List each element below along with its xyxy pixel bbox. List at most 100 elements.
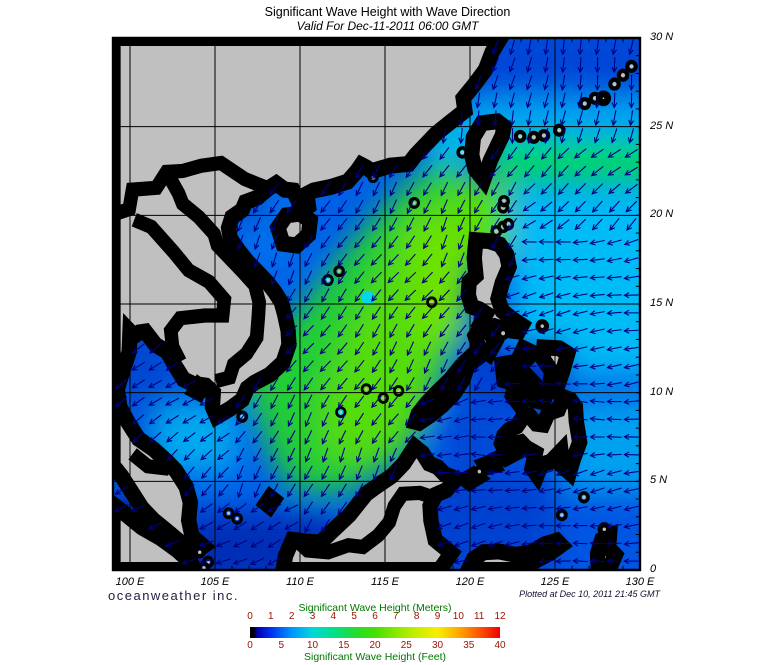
wave-arrow: [423, 324, 431, 336]
wave-arrow: [390, 448, 396, 461]
wave-arrow: [612, 57, 617, 72]
wave-arrow: [439, 290, 449, 301]
wave-arrow: [422, 272, 432, 283]
wave-arrow: [305, 412, 311, 426]
wave-arrow: [593, 201, 603, 212]
wave-arrow: [608, 240, 622, 245]
wave-arrow: [406, 165, 415, 177]
wave-direction-arrows: [115, 39, 639, 564]
wave-arrow: [406, 254, 416, 265]
wave-arrow: [438, 541, 452, 546]
wave-arrow: [424, 342, 430, 355]
wave-arrow: [590, 364, 604, 369]
wave-arrow: [493, 93, 498, 108]
wave-arrow: [150, 415, 162, 424]
legend-meters-tick: 6: [372, 611, 378, 622]
wave-arrow: [577, 111, 582, 126]
wave-arrow: [355, 218, 364, 230]
wave-arrow: [624, 524, 638, 529]
wave-arrow: [475, 377, 482, 390]
wave-arrow: [624, 275, 638, 280]
land-masbate: [511, 337, 547, 370]
wave-arrow: [590, 240, 604, 245]
country-borders: [113, 155, 433, 560]
wave-arrow: [607, 328, 621, 333]
wave-arrow: [575, 166, 586, 176]
wave-arrow: [322, 289, 329, 302]
wave-arrow: [524, 184, 535, 194]
wave-arrow: [407, 324, 414, 337]
wave-arrow: [509, 93, 514, 108]
lat-tick-label: 0: [650, 563, 657, 575]
legend-meters-tick: 0: [247, 611, 253, 622]
wave-arrow: [372, 431, 380, 443]
wave-arrow: [556, 275, 570, 280]
wave-arrow: [355, 413, 363, 425]
wave-arrow: [610, 201, 620, 212]
wave-arrow: [355, 396, 364, 408]
wave-arrow: [372, 307, 380, 319]
wave-arrow: [454, 488, 468, 493]
wave-arrow: [505, 524, 519, 529]
legend-feet-tick: 20: [369, 640, 381, 651]
wave-arrow: [338, 200, 346, 212]
wave-arrow: [338, 254, 347, 266]
wave-arrow: [607, 399, 621, 404]
wave-arrow: [133, 397, 145, 406]
wave-arrow: [539, 559, 553, 564]
wave-arrow: [625, 258, 639, 263]
wave-arrow: [459, 110, 464, 125]
wave-arrow: [610, 218, 619, 230]
wave-arrow: [573, 364, 587, 369]
wave-arrow: [492, 58, 498, 72]
wave-arrow: [522, 471, 536, 476]
wave-arrow: [575, 219, 586, 229]
wave-arrow: [218, 467, 228, 478]
wave-height-colorbar: [250, 627, 500, 638]
wave-arrow: [389, 290, 399, 301]
wave-arrow: [457, 165, 466, 177]
land-calamian: [457, 341, 490, 374]
wave-arrow: [441, 217, 446, 231]
wave-arrow: [522, 239, 536, 244]
wave-arrow: [424, 183, 432, 195]
wave-arrow: [405, 272, 416, 282]
wave-arrow: [578, 93, 583, 108]
wave-arrow: [526, 57, 531, 72]
wave-arrow: [506, 293, 520, 298]
wave-arrow: [389, 396, 398, 407]
wave-arrow: [508, 166, 518, 177]
wave-arrow: [356, 324, 364, 337]
wave-arrow: [459, 128, 464, 143]
wave-arrow: [372, 360, 380, 372]
wave-arrow: [200, 398, 213, 405]
wave-arrow: [149, 362, 161, 370]
wave-arrow: [474, 342, 483, 354]
wave-arrow: [321, 378, 330, 390]
wave-arrow: [560, 111, 565, 126]
wave-arrow: [422, 290, 433, 300]
wave-arrow: [288, 430, 295, 443]
land-phu-quoc: [184, 374, 214, 403]
wave-arrow: [476, 110, 481, 125]
wave-arrow: [437, 435, 451, 440]
wave-arrow: [607, 524, 621, 529]
wave-arrow: [629, 93, 634, 108]
wave-arrow: [288, 270, 294, 284]
wave-arrow: [338, 502, 347, 514]
wave-arrow: [522, 523, 536, 528]
wave-arrow: [420, 417, 434, 422]
wave-arrow: [271, 395, 278, 408]
wave-arrow: [356, 430, 363, 443]
wave-arrow: [424, 217, 431, 230]
plotted-timestamp: Plotted at Dec 10, 2011 21:45 GMT: [519, 589, 660, 599]
wave-arrow: [405, 290, 416, 300]
wave-arrow: [471, 417, 485, 422]
wave-arrow: [253, 431, 262, 443]
wave-arrow: [305, 395, 312, 408]
wave-arrow: [339, 182, 346, 195]
wave-arrow: [523, 275, 537, 280]
wave-arrow: [373, 218, 381, 231]
wave-arrow: [625, 239, 639, 245]
wave-arrow: [527, 128, 532, 143]
